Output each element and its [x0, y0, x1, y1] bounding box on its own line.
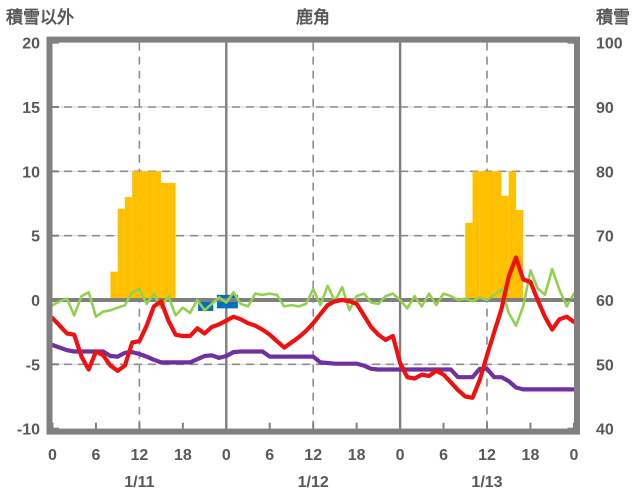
y-right-tick-label: 50: [596, 357, 614, 374]
sunshine-bar: [139, 171, 147, 302]
temperature-line: [50, 255, 577, 400]
date-label: 1/11: [124, 474, 154, 491]
x-tick-label: 12: [304, 447, 322, 464]
sunshine-bar: [508, 171, 516, 302]
precipitation-bar: [198, 299, 214, 311]
x-tick-label: 18: [348, 447, 366, 464]
y-right-tick-label: 60: [596, 293, 614, 310]
x-tick-label: 18: [174, 447, 192, 464]
sunshine-bar: [117, 208, 125, 302]
y-right-tick-label: 100: [596, 36, 623, 53]
sunshine-bar: [146, 171, 154, 302]
y-left-tick-label: 5: [31, 229, 40, 246]
y-right-tick-label: 70: [596, 229, 614, 246]
sunshine-bar: [110, 271, 118, 302]
x-tick-label: 6: [439, 447, 448, 464]
sunshine-bar: [153, 171, 162, 302]
y-right-tick-label: 90: [596, 100, 614, 117]
x-tick-label: 6: [91, 447, 100, 464]
y-right-tick-label: 80: [596, 164, 614, 181]
sunshine-bar: [479, 171, 488, 302]
x-tick-label: 0: [48, 447, 57, 464]
date-label: 1/13: [471, 474, 502, 491]
sunshine-bar: [487, 171, 495, 302]
y-left-tick-label: -10: [17, 422, 40, 439]
y-left-tick-label: -5: [26, 357, 40, 374]
sunshine-bar: [168, 182, 176, 302]
x-tick-label: 6: [265, 447, 274, 464]
sunshine-bar: [472, 171, 480, 302]
y-left-tick-label: 0: [31, 293, 40, 310]
x-tick-label: 0: [396, 447, 405, 464]
sunshine-bar: [124, 197, 133, 302]
sunshine-bar: [515, 209, 524, 302]
date-label: 1/12: [298, 474, 329, 491]
x-tick-label: 0: [222, 447, 231, 464]
green-line: [51, 267, 576, 328]
right-axis-title: 積雪: [596, 7, 630, 27]
x-tick-label: 0: [569, 447, 578, 464]
x-tick-label: 12: [131, 447, 149, 464]
y-right-tick-label: 40: [596, 422, 614, 439]
y-left-tick-label: 10: [22, 164, 40, 181]
sunshine-bar: [465, 222, 473, 302]
sunshine-bar: [132, 171, 140, 302]
x-tick-label: 12: [478, 447, 496, 464]
plot-frame: [46, 36, 580, 435]
sunshine-bar: [501, 195, 509, 302]
y-left-tick-label: 20: [22, 36, 40, 53]
x-tick-label: 18: [522, 447, 540, 464]
chart-title: 鹿角: [296, 7, 330, 27]
sunshine-bar: [494, 171, 502, 302]
snow-depth-line: [50, 342, 577, 392]
sunshine-bar: [161, 182, 169, 302]
y-left-tick-label: 15: [22, 100, 40, 117]
left-axis-title: 積雪以外: [6, 7, 74, 27]
